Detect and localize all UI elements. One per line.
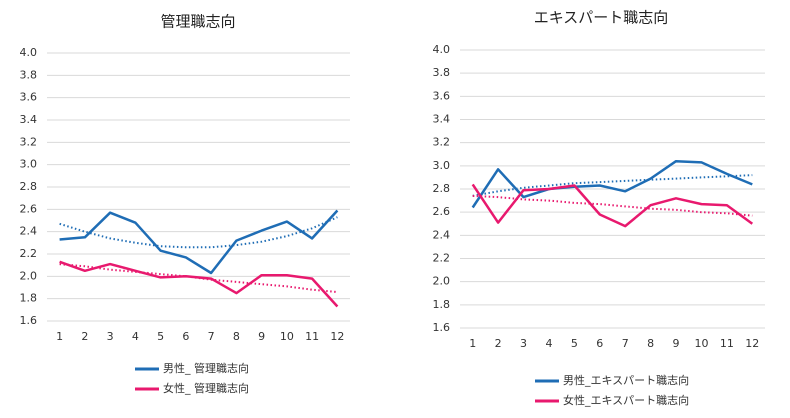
x-tick-label: 3: [520, 337, 527, 350]
series-line: [59, 209, 339, 275]
y-tick-label: 3.4: [433, 113, 451, 126]
legend-label: 男性_ 管理職志向: [163, 361, 249, 375]
series-line: [471, 159, 753, 209]
y-tick-label: 2.0: [20, 269, 38, 282]
x-tick-label: 11: [305, 330, 319, 343]
y-tick-label: 3.2: [20, 135, 38, 148]
y-tick-label: 3.6: [433, 89, 451, 102]
x-tick-label: 6: [596, 337, 603, 350]
x-tick-label: 9: [258, 330, 265, 343]
y-tick-label: 4.0: [20, 46, 38, 59]
trend-line: [472, 194, 753, 217]
y-tick-label: 3.0: [20, 158, 38, 171]
y-tick-label: 3.8: [20, 68, 38, 81]
x-tick-label: 9: [673, 337, 680, 350]
series-line: [59, 260, 339, 308]
x-tick-label: 1: [56, 330, 63, 343]
trend-line: [59, 216, 338, 249]
legend-label: 女性_エキスパート職志向: [563, 393, 689, 407]
x-tick-label: 4: [545, 337, 552, 350]
trend-line: [59, 263, 338, 293]
x-tick-label: 2: [495, 337, 502, 350]
trend-line: [472, 174, 753, 197]
y-tick-label: 2.8: [433, 182, 451, 195]
x-tick-label: 11: [720, 337, 734, 350]
y-tick-label: 1.6: [20, 314, 38, 327]
y-tick-label: 2.2: [433, 252, 451, 265]
y-tick-label: 3.0: [433, 159, 451, 172]
y-tick-label: 1.8: [20, 292, 38, 305]
x-tick-label: 3: [107, 330, 114, 343]
y-tick-label: 3.4: [20, 113, 38, 126]
x-tick-label: 4: [132, 330, 139, 343]
x-tick-label: 7: [208, 330, 215, 343]
y-tick-label: 1.6: [433, 321, 451, 334]
x-tick-label: 7: [622, 337, 629, 350]
y-tick-label: 2.4: [20, 225, 38, 238]
legend-label: 男性_エキスパート職志向: [563, 373, 689, 387]
legend-label: 女性_ 管理職志向: [163, 381, 249, 395]
y-tick-label: 2.4: [433, 228, 451, 241]
x-tick-label: 6: [182, 330, 189, 343]
y-tick-label: 2.0: [433, 275, 451, 288]
x-tick-label: 8: [233, 330, 240, 343]
x-tick-label: 5: [571, 337, 578, 350]
x-tick-label: 12: [745, 337, 759, 350]
x-tick-label: 8: [647, 337, 654, 350]
y-tick-label: 1.8: [433, 298, 451, 311]
x-tick-label: 5: [157, 330, 164, 343]
y-tick-label: 2.6: [433, 205, 451, 218]
y-tick-label: 3.2: [433, 136, 451, 149]
chart-title: エキスパート職志向: [534, 9, 669, 27]
x-tick-label: 12: [330, 330, 344, 343]
y-tick-label: 4.0: [433, 43, 451, 56]
y-tick-label: 3.8: [433, 66, 451, 79]
y-tick-label: 2.2: [20, 247, 38, 260]
x-tick-label: 1: [469, 337, 476, 350]
x-tick-label: 2: [81, 330, 88, 343]
y-tick-label: 2.6: [20, 202, 38, 215]
y-tick-label: 2.8: [20, 180, 38, 193]
series-line: [471, 183, 754, 228]
x-tick-label: 10: [280, 330, 294, 343]
y-tick-label: 3.6: [20, 91, 38, 104]
x-tick-label: 10: [694, 337, 708, 350]
chart-title: 管理職志向: [160, 13, 235, 31]
